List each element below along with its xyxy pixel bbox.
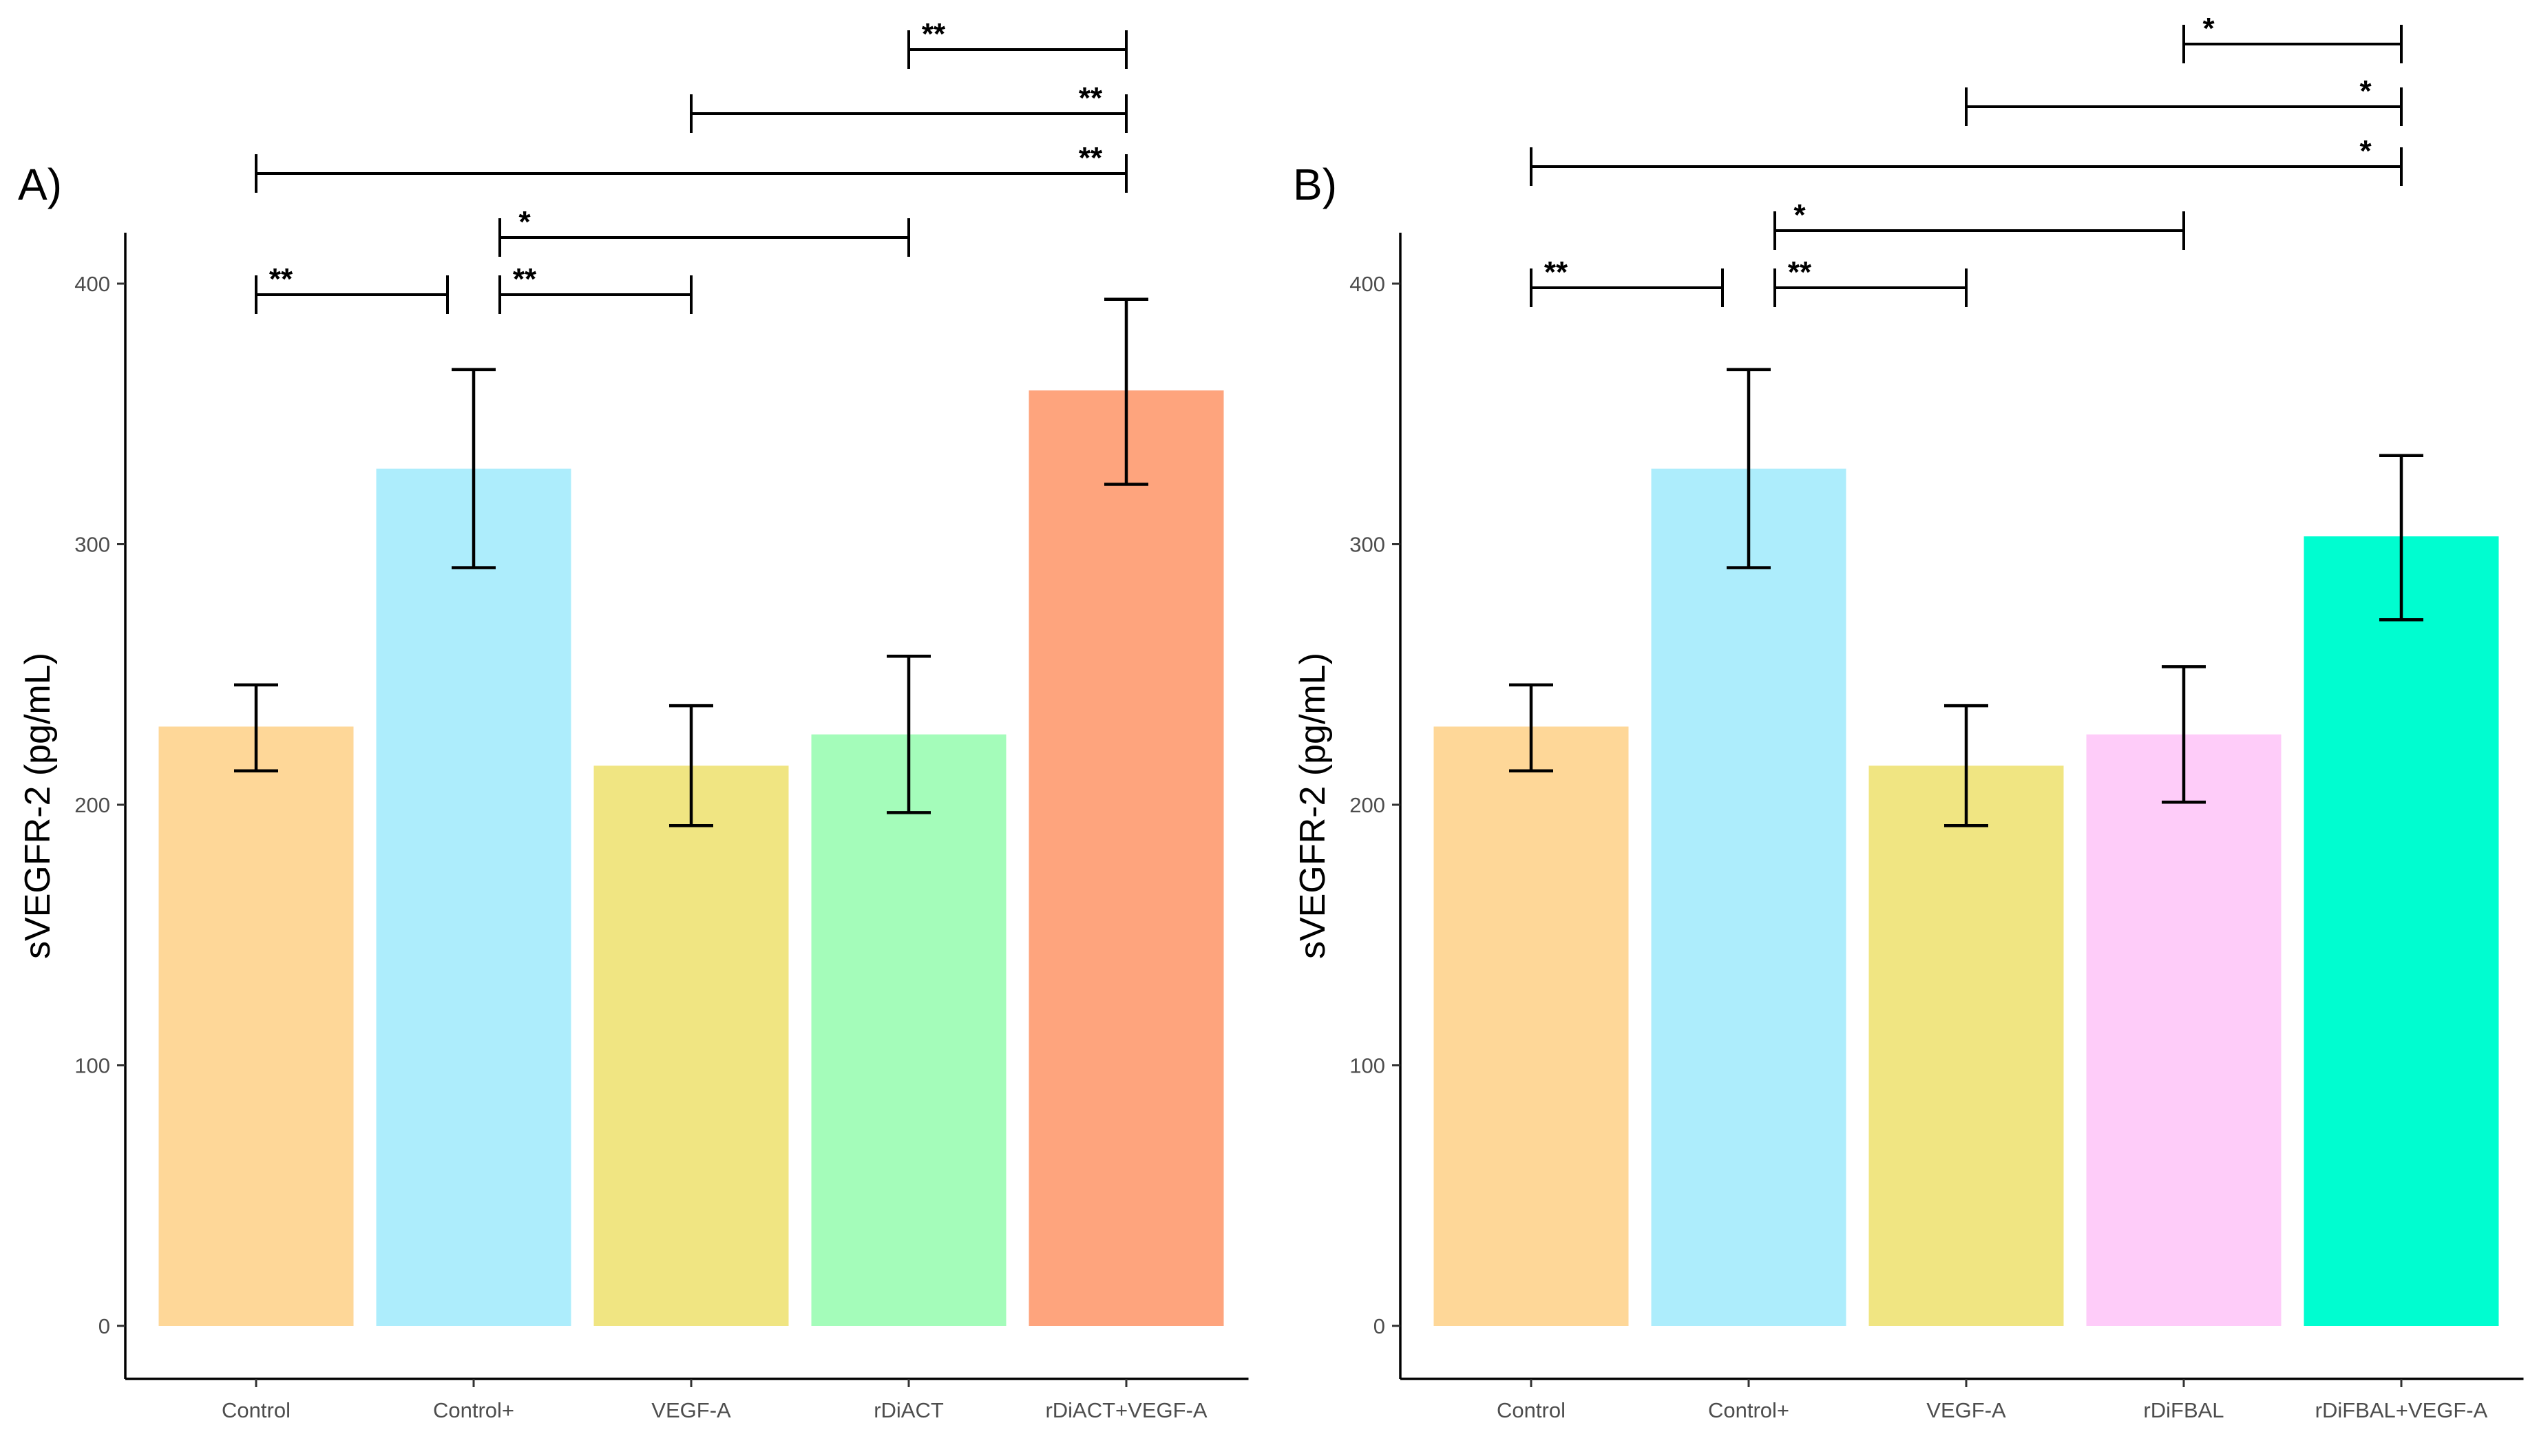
y-axis-title: sVEGFR-2 (pg/mL): [1293, 653, 1333, 959]
x-tick-label: rDiACT: [874, 1398, 944, 1422]
y-tick-label: 300: [1349, 533, 1385, 557]
y-tick-label: 200: [74, 793, 110, 817]
x-tick-label: Control: [222, 1398, 291, 1422]
bar: [1651, 468, 1846, 1326]
significance-label: **: [1079, 141, 1103, 175]
y-tick-label: 400: [1349, 272, 1385, 296]
bar: [1868, 766, 2064, 1326]
bar: [158, 726, 354, 1326]
bar: [2304, 536, 2499, 1326]
x-tick-label: VEGF-A: [1926, 1398, 2006, 1422]
bar: [1433, 726, 1629, 1326]
y-tick-label: 100: [1349, 1054, 1385, 1078]
x-tick-label: rDiFBAL: [2143, 1398, 2224, 1422]
bar: [593, 766, 789, 1326]
y-axis-title: sVEGFR-2 (pg/mL): [18, 653, 58, 959]
y-tick-label: 400: [74, 272, 110, 296]
x-tick-label: VEGF-A: [651, 1398, 731, 1422]
x-tick-label: Control: [1497, 1398, 1566, 1422]
significance-label: **: [269, 262, 293, 296]
y-tick-label: 0: [98, 1314, 110, 1338]
y-tick-label: 0: [1373, 1314, 1385, 1338]
x-tick-label: rDiFBAL+VEGF-A: [2315, 1398, 2488, 1422]
significance-label: **: [513, 262, 537, 296]
panel-label: A): [18, 160, 62, 209]
significance-label: *: [2202, 12, 2215, 45]
significance-label: *: [518, 205, 531, 239]
panel-label: B): [1293, 160, 1337, 209]
y-tick-label: 100: [74, 1054, 110, 1078]
x-tick-label: Control+: [1708, 1398, 1789, 1422]
significance-label: **: [1544, 255, 1568, 289]
significance-label: **: [922, 17, 946, 51]
y-tick-label: 200: [1349, 793, 1385, 817]
y-tick-label: 300: [74, 533, 110, 557]
significance-label: *: [2359, 134, 2372, 168]
bar: [2086, 734, 2282, 1326]
bar: [1029, 390, 1224, 1326]
significance-label: *: [1793, 198, 1806, 232]
x-tick-label: Control+: [433, 1398, 514, 1422]
significance-label: **: [1079, 81, 1103, 115]
x-tick-label: rDiACT+VEGF-A: [1045, 1398, 1207, 1422]
significance-label: **: [1788, 255, 1812, 289]
bar: [376, 468, 571, 1326]
bar: [811, 734, 1007, 1326]
significance-label: *: [2359, 74, 2372, 108]
